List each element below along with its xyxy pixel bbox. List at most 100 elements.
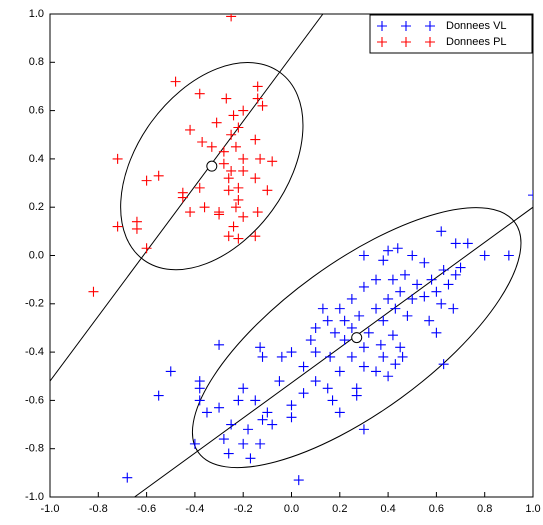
legend: Donnees VL Donnees PL bbox=[369, 14, 533, 54]
point bbox=[371, 366, 382, 377]
point bbox=[218, 434, 229, 445]
point bbox=[230, 202, 241, 213]
point bbox=[358, 424, 369, 435]
point bbox=[165, 366, 176, 377]
point bbox=[419, 257, 430, 268]
legend-box bbox=[369, 14, 533, 54]
y-tick-label: 0.4 bbox=[29, 153, 44, 165]
point bbox=[211, 117, 222, 128]
legend-marker bbox=[401, 37, 411, 47]
point bbox=[450, 238, 461, 249]
point bbox=[185, 207, 196, 218]
point bbox=[438, 264, 449, 275]
point bbox=[443, 279, 454, 290]
point bbox=[218, 146, 229, 157]
point bbox=[436, 226, 447, 237]
point bbox=[436, 298, 447, 309]
point bbox=[378, 255, 389, 266]
point bbox=[267, 419, 278, 430]
point bbox=[153, 390, 164, 401]
x-tick-label: 0.8 bbox=[477, 503, 492, 515]
point bbox=[226, 419, 237, 430]
point bbox=[426, 274, 437, 285]
point bbox=[267, 156, 278, 167]
point bbox=[257, 100, 268, 111]
point bbox=[255, 438, 266, 449]
point bbox=[455, 262, 466, 273]
point bbox=[223, 231, 234, 242]
point bbox=[214, 402, 225, 413]
y-tick-label: -0.4 bbox=[25, 346, 44, 358]
point bbox=[197, 136, 208, 147]
x-tick-label: 0.2 bbox=[332, 503, 347, 515]
ellipse-center bbox=[206, 160, 218, 172]
point bbox=[419, 291, 430, 302]
legend-marker bbox=[425, 21, 435, 31]
point bbox=[257, 414, 268, 425]
point bbox=[233, 182, 244, 193]
point bbox=[214, 209, 225, 220]
plot-frame bbox=[49, 13, 534, 498]
point bbox=[206, 141, 217, 152]
x-tick-label: -0.4 bbox=[185, 503, 204, 515]
point bbox=[346, 351, 357, 362]
point bbox=[255, 342, 266, 353]
point bbox=[245, 453, 256, 464]
point bbox=[226, 14, 237, 22]
point bbox=[358, 281, 369, 292]
point bbox=[317, 303, 328, 314]
point bbox=[141, 175, 152, 186]
point bbox=[358, 361, 369, 372]
legend-marker bbox=[401, 21, 411, 31]
point bbox=[112, 221, 123, 232]
legend-marker bbox=[377, 21, 387, 31]
point bbox=[383, 293, 394, 304]
point bbox=[257, 351, 268, 362]
point bbox=[358, 250, 369, 261]
point bbox=[329, 327, 340, 338]
point bbox=[221, 93, 232, 104]
point bbox=[214, 339, 225, 350]
point bbox=[383, 245, 394, 256]
x-tick-label: 0.6 bbox=[429, 503, 444, 515]
point bbox=[358, 342, 369, 353]
point bbox=[438, 359, 449, 370]
point bbox=[201, 407, 212, 418]
y-tick-label: -0.8 bbox=[25, 443, 44, 455]
point bbox=[122, 472, 133, 483]
ellipse-center bbox=[351, 332, 363, 344]
point bbox=[170, 76, 181, 87]
point bbox=[325, 351, 336, 362]
point bbox=[252, 93, 263, 104]
point bbox=[383, 371, 394, 382]
point bbox=[238, 383, 249, 394]
point bbox=[131, 223, 142, 234]
point bbox=[223, 173, 234, 184]
point bbox=[255, 153, 266, 164]
point bbox=[194, 88, 205, 99]
point bbox=[378, 351, 389, 362]
point bbox=[334, 407, 345, 418]
point bbox=[194, 182, 205, 193]
point bbox=[334, 366, 345, 377]
point bbox=[286, 412, 297, 423]
point bbox=[400, 269, 411, 280]
point bbox=[298, 361, 309, 372]
point bbox=[250, 173, 261, 184]
point bbox=[233, 233, 244, 244]
point bbox=[390, 303, 401, 314]
point bbox=[262, 185, 273, 196]
point bbox=[371, 274, 382, 285]
legend-marker bbox=[377, 37, 387, 47]
y-tick-label: -1.0 bbox=[25, 491, 44, 503]
confidence-ellipse bbox=[191, 207, 522, 469]
point bbox=[233, 194, 244, 205]
point bbox=[305, 335, 316, 346]
point bbox=[397, 351, 408, 362]
confidence-ellipse bbox=[120, 62, 304, 271]
point bbox=[233, 122, 244, 133]
point bbox=[88, 286, 99, 297]
point bbox=[503, 250, 514, 261]
point bbox=[238, 105, 249, 116]
point bbox=[199, 202, 210, 213]
